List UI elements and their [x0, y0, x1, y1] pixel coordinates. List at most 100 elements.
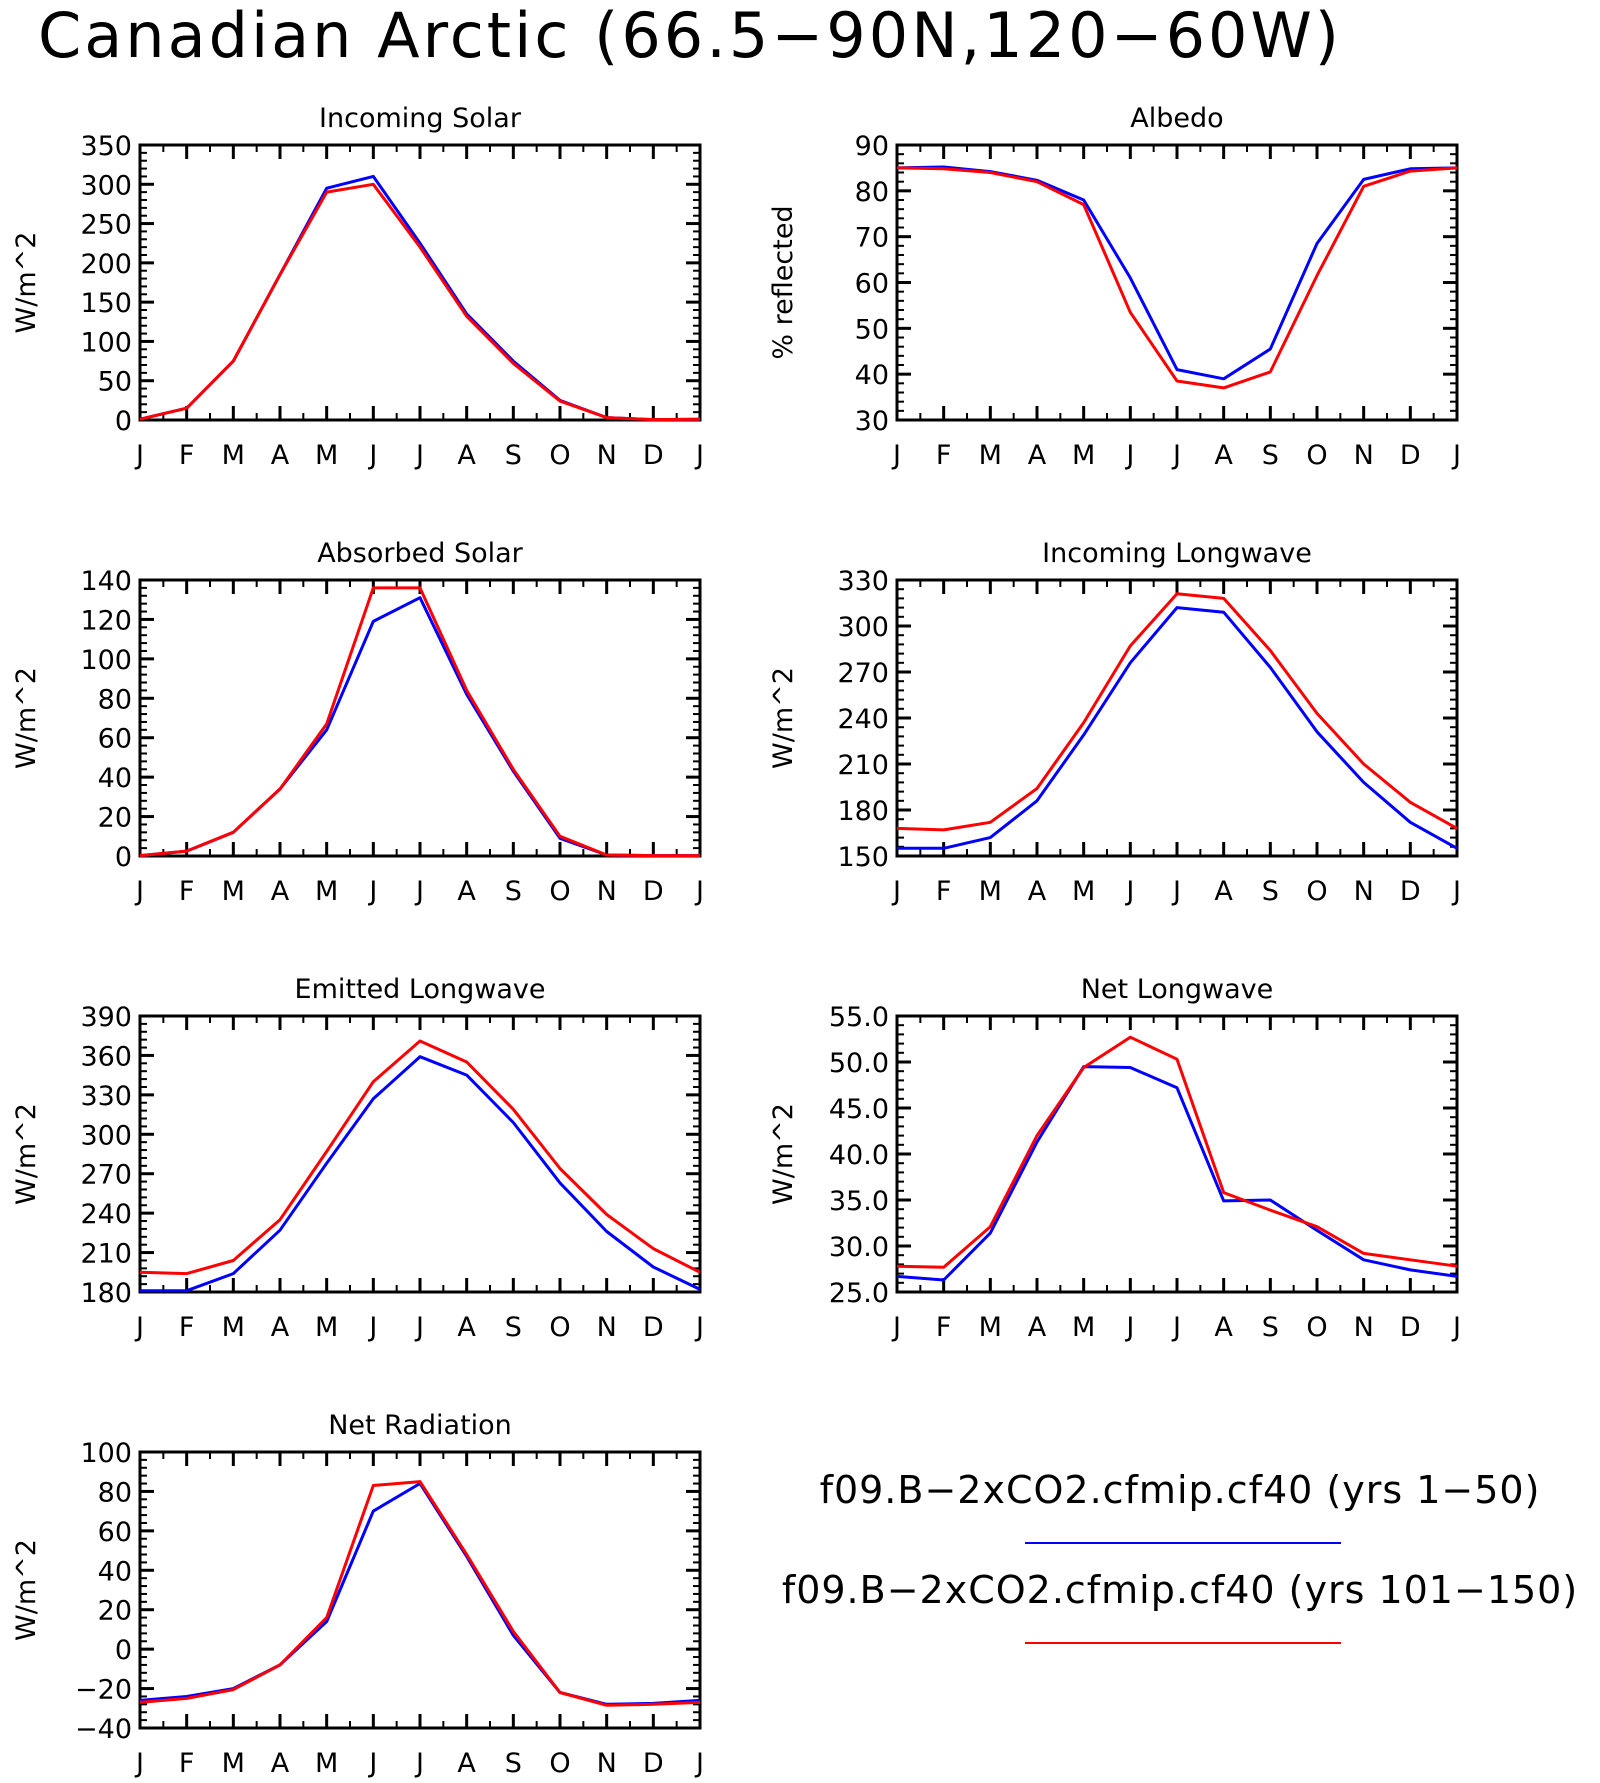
- x-tick-label: M: [222, 876, 245, 907]
- x-tick-label: N: [597, 440, 617, 471]
- y-tick-label: 30: [855, 406, 889, 437]
- x-tick-label: J: [1171, 440, 1181, 471]
- x-tick-label: A: [1028, 876, 1047, 907]
- y-tick-label: 200: [80, 249, 132, 280]
- x-tick-label: O: [1306, 440, 1327, 471]
- x-tick-label: M: [1072, 440, 1095, 471]
- x-tick-label: A: [1214, 876, 1233, 907]
- y-tick-label: 70: [855, 223, 889, 254]
- y-tick-label: 60: [98, 1517, 132, 1548]
- panel-title: Absorbed Solar: [317, 538, 523, 569]
- y-tick-label: 20: [98, 1596, 132, 1627]
- x-tick-label: A: [1028, 440, 1047, 471]
- x-tick-label: J: [414, 1748, 424, 1779]
- x-tick-label: A: [271, 1748, 290, 1779]
- series-line-blue: [896, 1065, 1458, 1282]
- y-axis-label: W/m^2: [11, 232, 42, 334]
- panel-title: Albedo: [1130, 103, 1223, 134]
- series-line-blue: [140, 1055, 701, 1293]
- y-tick-label: 60: [855, 269, 889, 300]
- y-tick-label: 150: [80, 288, 132, 319]
- y-tick-label: 40: [855, 360, 889, 391]
- x-tick-label: N: [597, 1312, 617, 1343]
- x-tick-label: S: [505, 1748, 522, 1779]
- panel-4: J F M A M J J A S O N D J150180210240270300330Incomi…: [768, 538, 1461, 907]
- x-tick-label: J: [134, 876, 144, 907]
- y-tick-label: 250: [80, 210, 132, 241]
- y-axis-label: % reflected: [768, 205, 799, 359]
- series-line-blue: [139, 1482, 701, 1706]
- y-tick-label: 55.0: [829, 1002, 889, 1033]
- x-tick-label: J: [367, 440, 377, 471]
- y-axis-label: W/m^2: [11, 1103, 42, 1205]
- series-line-red: [139, 182, 701, 422]
- y-tick-label: 140: [80, 566, 132, 597]
- panel-6: J F M A M J J A S O N D J25.030.035.040.045.050.055.…: [768, 974, 1461, 1343]
- series-line-red: [896, 1035, 1458, 1269]
- y-axis-label: W/m^2: [11, 1539, 42, 1641]
- y-tick-label: 350: [80, 131, 132, 162]
- y-tick-label: 100: [80, 645, 132, 676]
- panel-title: Emitted Longwave: [295, 974, 546, 1005]
- legend-entry-1-label: f09.B−2xCO2.cfmip.cf40 (yrs 1−50): [819, 1468, 1541, 1512]
- panel-title: Incoming Solar: [319, 103, 522, 134]
- x-tick-label: N: [1354, 440, 1374, 471]
- x-tick-label: O: [549, 1748, 570, 1779]
- x-tick-label: N: [597, 876, 617, 907]
- x-tick-label: S: [1262, 440, 1279, 471]
- x-tick-label: J: [694, 1748, 704, 1779]
- x-tick-label: J: [1124, 876, 1134, 907]
- x-tick-label: S: [1262, 876, 1279, 907]
- x-tick-label: D: [643, 440, 664, 471]
- x-tick-label: A: [271, 440, 290, 471]
- x-tick-label: J: [134, 1312, 144, 1343]
- x-tick-label: D: [1400, 1312, 1421, 1343]
- y-tick-label: 100: [80, 1438, 132, 1469]
- y-tick-label: 30.0: [829, 1232, 889, 1263]
- series-line-red: [139, 1039, 701, 1276]
- x-tick-label: J: [367, 876, 377, 907]
- x-tick-label: A: [1214, 1312, 1233, 1343]
- x-tick-label: A: [271, 876, 290, 907]
- x-tick-label: M: [315, 1312, 338, 1343]
- y-tick-label: 60: [98, 724, 132, 755]
- y-axis-label: W/m^2: [11, 667, 42, 769]
- y-tick-label: 360: [80, 1041, 132, 1072]
- y-tick-label: 35.0: [829, 1186, 889, 1217]
- x-tick-label: J: [1451, 1312, 1461, 1343]
- y-tick-label: 300: [80, 1120, 132, 1151]
- series-line-blue: [896, 165, 1458, 381]
- plot-frame: [895, 1014, 1459, 1294]
- x-tick-label: M: [315, 440, 338, 471]
- series-line-blue: [139, 174, 701, 422]
- y-tick-label: 270: [837, 658, 889, 689]
- x-tick-label: M: [315, 1748, 338, 1779]
- y-tick-label: 0: [115, 842, 132, 873]
- series-line-blue: [897, 606, 1458, 850]
- x-tick-label: F: [936, 440, 952, 471]
- y-tick-label: 120: [80, 605, 132, 636]
- plot-frame: [138, 143, 702, 422]
- x-tick-label: J: [414, 440, 424, 471]
- y-tick-label: 40.0: [829, 1140, 889, 1171]
- y-tick-label: 80: [98, 1477, 132, 1508]
- series-line-red: [896, 166, 1458, 390]
- y-tick-label: 50: [855, 314, 889, 345]
- x-tick-label: O: [549, 1312, 570, 1343]
- y-tick-label: 20: [98, 803, 132, 834]
- y-tick-label: 25.0: [829, 1278, 889, 1309]
- plot-frame: [138, 1450, 702, 1730]
- x-tick-label: J: [134, 1748, 144, 1779]
- x-tick-label: D: [643, 1748, 664, 1779]
- x-tick-label: M: [315, 876, 338, 907]
- x-tick-label: J: [1171, 876, 1181, 907]
- y-tick-label: 240: [837, 704, 889, 735]
- x-tick-label: J: [1451, 440, 1461, 471]
- x-tick-label: J: [694, 1312, 704, 1343]
- plot-frame: [138, 578, 702, 858]
- x-tick-label: F: [936, 876, 952, 907]
- x-tick-label: N: [597, 1748, 617, 1779]
- y-tick-label: 300: [80, 170, 132, 201]
